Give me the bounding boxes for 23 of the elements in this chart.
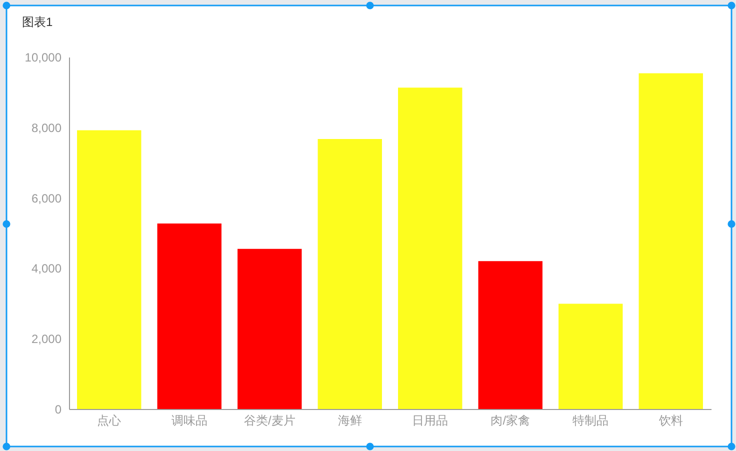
x-tick-label: 特制品 <box>572 414 609 428</box>
bar <box>558 304 623 409</box>
x-tick-label: 日用品 <box>412 414 448 428</box>
y-tick-label: 4,000 <box>31 262 62 276</box>
x-tick-label: 调味品 <box>171 414 208 428</box>
x-tick-label: 肉/家禽 <box>490 414 530 428</box>
chart-title: 图表1 <box>22 15 53 29</box>
y-tick-label: 2,000 <box>31 332 62 346</box>
bar <box>478 261 542 409</box>
y-tick-label: 0 <box>54 402 62 416</box>
y-tick-label: 6,000 <box>31 191 62 206</box>
bar <box>77 130 142 409</box>
bar <box>638 73 703 409</box>
x-tick-label: 海鲜 <box>338 414 362 428</box>
y-tick-label: 8,000 <box>31 120 62 135</box>
bar <box>238 248 302 409</box>
y-tick-label: 10,000 <box>24 50 62 64</box>
bar <box>318 139 382 409</box>
x-tick-label: 饮料 <box>658 414 683 428</box>
bar <box>398 88 462 409</box>
x-tick-label: 谷类/麦片 <box>244 414 296 428</box>
bar <box>157 223 222 409</box>
x-tick-label: 点心 <box>97 414 122 428</box>
